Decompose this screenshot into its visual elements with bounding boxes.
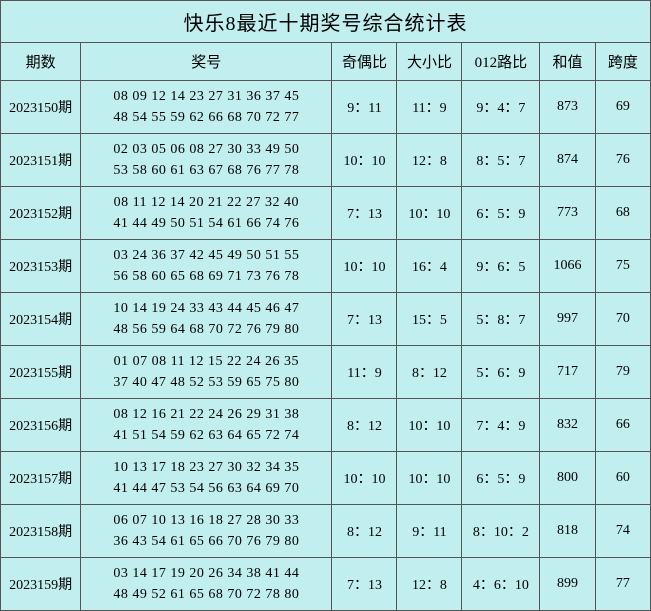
cell-span: 75 — [595, 240, 650, 293]
cell-route-012: 8：10：2 — [462, 505, 540, 558]
header-route-012: 012路比 — [462, 43, 540, 81]
cell-route-012: 5：6：9 — [462, 346, 540, 399]
cell-route-012: 9：6：5 — [462, 240, 540, 293]
cell-sum: 832 — [540, 399, 595, 452]
cell-sum: 997 — [540, 293, 595, 346]
cell-big-small: 8：12 — [397, 346, 462, 399]
cell-odd-even: 7：13 — [332, 558, 397, 611]
cell-big-small: 16：4 — [397, 240, 462, 293]
title-row: 快乐8最近十期奖号综合统计表 — [1, 1, 651, 43]
stats-table: 快乐8最近十期奖号综合统计表 期数 奖号 奇偶比 大小比 012路比 和值 跨度… — [0, 0, 651, 611]
cell-numbers: 08 11 12 14 20 21 22 27 32 4041 44 49 50… — [81, 187, 332, 240]
cell-period: 2023154期 — [1, 293, 81, 346]
header-row: 期数 奖号 奇偶比 大小比 012路比 和值 跨度 — [1, 43, 651, 81]
cell-sum: 773 — [540, 187, 595, 240]
cell-route-012: 8：5：7 — [462, 134, 540, 187]
cell-odd-even: 8：12 — [332, 505, 397, 558]
cell-odd-even: 10：10 — [332, 240, 397, 293]
cell-period: 2023158期 — [1, 505, 81, 558]
lottery-stats-table: 快乐8最近十期奖号综合统计表 期数 奖号 奇偶比 大小比 012路比 和值 跨度… — [0, 0, 651, 611]
header-sum: 和值 — [540, 43, 595, 81]
cell-route-012: 4：6：10 — [462, 558, 540, 611]
cell-odd-even: 8：12 — [332, 399, 397, 452]
cell-span: 79 — [595, 346, 650, 399]
cell-sum: 717 — [540, 346, 595, 399]
cell-span: 68 — [595, 187, 650, 240]
cell-route-012: 5：8：7 — [462, 293, 540, 346]
cell-numbers: 06 07 10 13 16 18 27 28 30 3336 43 54 61… — [81, 505, 332, 558]
table-title: 快乐8最近十期奖号综合统计表 — [1, 1, 651, 43]
cell-odd-even: 11：9 — [332, 346, 397, 399]
cell-odd-even: 7：13 — [332, 293, 397, 346]
cell-big-small: 10：10 — [397, 399, 462, 452]
cell-span: 76 — [595, 134, 650, 187]
cell-span: 66 — [595, 399, 650, 452]
table-row: 2023152期08 11 12 14 20 21 22 27 32 4041 … — [1, 187, 651, 240]
table-row: 2023158期06 07 10 13 16 18 27 28 30 3336 … — [1, 505, 651, 558]
cell-numbers: 10 13 17 18 23 27 30 32 34 3541 44 47 53… — [81, 452, 332, 505]
header-numbers: 奖号 — [81, 43, 332, 81]
cell-numbers: 08 12 16 21 22 24 26 29 31 3841 51 54 59… — [81, 399, 332, 452]
cell-big-small: 12：8 — [397, 558, 462, 611]
cell-period: 2023152期 — [1, 187, 81, 240]
cell-period: 2023157期 — [1, 452, 81, 505]
cell-numbers: 02 03 05 06 08 27 30 33 49 5053 58 60 61… — [81, 134, 332, 187]
cell-route-012: 6：5：9 — [462, 187, 540, 240]
cell-big-small: 12：8 — [397, 134, 462, 187]
cell-period: 2023150期 — [1, 81, 81, 134]
cell-route-012: 9：4：7 — [462, 81, 540, 134]
table-row: 2023157期10 13 17 18 23 27 30 32 34 3541 … — [1, 452, 651, 505]
table-row: 2023155期01 07 08 11 12 15 22 24 26 3537 … — [1, 346, 651, 399]
cell-span: 69 — [595, 81, 650, 134]
cell-numbers: 08 09 12 14 23 27 31 36 37 4548 54 55 59… — [81, 81, 332, 134]
cell-route-012: 6：5：9 — [462, 452, 540, 505]
cell-span: 77 — [595, 558, 650, 611]
cell-period: 2023159期 — [1, 558, 81, 611]
cell-numbers: 10 14 19 24 33 43 44 45 46 4748 56 59 64… — [81, 293, 332, 346]
header-span: 跨度 — [595, 43, 650, 81]
table-row: 2023153期03 24 36 37 42 45 49 50 51 5556 … — [1, 240, 651, 293]
cell-big-small: 9：11 — [397, 505, 462, 558]
cell-sum: 800 — [540, 452, 595, 505]
header-period: 期数 — [1, 43, 81, 81]
table-row: 2023150期08 09 12 14 23 27 31 36 37 4548 … — [1, 81, 651, 134]
cell-numbers: 03 24 36 37 42 45 49 50 51 5556 58 60 65… — [81, 240, 332, 293]
cell-span: 60 — [595, 452, 650, 505]
table-row: 2023156期08 12 16 21 22 24 26 29 31 3841 … — [1, 399, 651, 452]
cell-period: 2023153期 — [1, 240, 81, 293]
cell-sum: 899 — [540, 558, 595, 611]
table-row: 2023159期03 14 17 19 20 26 34 38 41 4448 … — [1, 558, 651, 611]
cell-odd-even: 10：10 — [332, 452, 397, 505]
table-row: 2023154期10 14 19 24 33 43 44 45 46 4748 … — [1, 293, 651, 346]
cell-sum: 1066 — [540, 240, 595, 293]
cell-sum: 874 — [540, 134, 595, 187]
cell-big-small: 10：10 — [397, 452, 462, 505]
cell-big-small: 15：5 — [397, 293, 462, 346]
cell-period: 2023156期 — [1, 399, 81, 452]
cell-span: 74 — [595, 505, 650, 558]
cell-big-small: 10：10 — [397, 187, 462, 240]
cell-period: 2023155期 — [1, 346, 81, 399]
cell-odd-even: 10：10 — [332, 134, 397, 187]
cell-odd-even: 9：11 — [332, 81, 397, 134]
cell-span: 70 — [595, 293, 650, 346]
cell-sum: 873 — [540, 81, 595, 134]
cell-numbers: 03 14 17 19 20 26 34 38 41 4448 49 52 61… — [81, 558, 332, 611]
cell-odd-even: 7：13 — [332, 187, 397, 240]
cell-period: 2023151期 — [1, 134, 81, 187]
cell-sum: 818 — [540, 505, 595, 558]
header-odd-even: 奇偶比 — [332, 43, 397, 81]
table-row: 2023151期02 03 05 06 08 27 30 33 49 5053 … — [1, 134, 651, 187]
header-big-small: 大小比 — [397, 43, 462, 81]
cell-numbers: 01 07 08 11 12 15 22 24 26 3537 40 47 48… — [81, 346, 332, 399]
cell-route-012: 7：4：9 — [462, 399, 540, 452]
cell-big-small: 11：9 — [397, 81, 462, 134]
